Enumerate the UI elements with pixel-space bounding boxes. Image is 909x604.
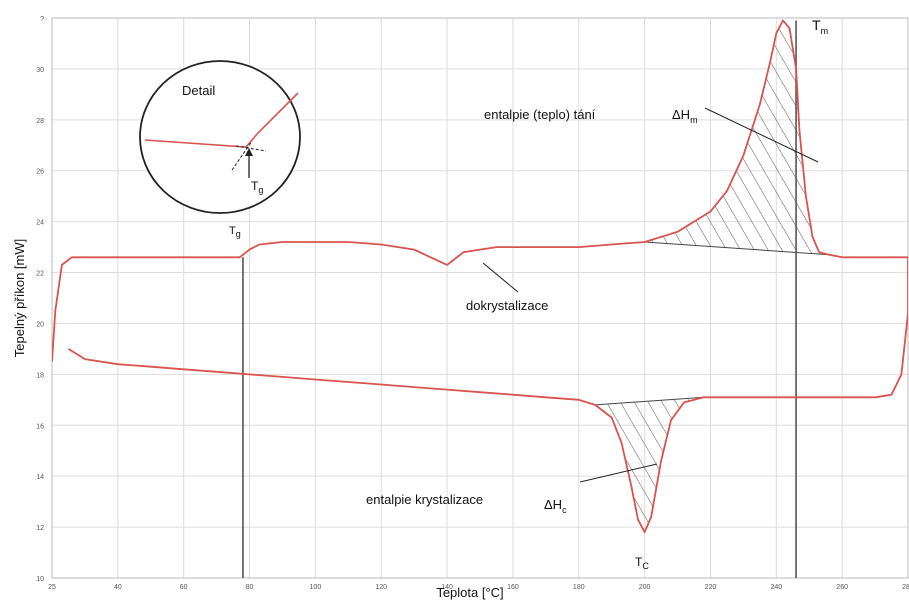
tm-annotation: Tm (812, 17, 828, 36)
tg-annotation: Tg (229, 225, 241, 239)
detail-tg-label: Tg (251, 179, 263, 195)
x-tick-label: 60 (180, 584, 188, 591)
enthalpy-hatched-areas (595, 20, 830, 532)
tc-annotation: TC (635, 555, 649, 571)
y-tick-label: 14 (36, 474, 44, 481)
melting-enthalpy-label: entalpie (teplo) tání (484, 107, 596, 122)
dsc-curves (52, 19, 908, 534)
x-tick-label: 120 (375, 584, 387, 591)
y-tick-label: 10 (36, 576, 44, 583)
melting-enthalpy-area-baseline (644, 241, 830, 256)
crystallization-enthalpy-symbol: ΔHc (544, 497, 567, 515)
y-tick-label: 16 (36, 423, 44, 430)
transition-marker-lines (242, 20, 797, 578)
heating-curve (52, 19, 908, 362)
x-tick-label: 160 (507, 584, 519, 591)
crystallization-enthalpy-label: entalpie krystalizace (366, 492, 483, 507)
annotation-leaders (482, 107, 819, 483)
detail-tangent-low (231, 140, 253, 171)
melting-enthalpy-area (644, 20, 829, 255)
y-axis-title: Tepelný příkon [mW] (12, 239, 27, 358)
x-tick-label: 260 (836, 584, 848, 591)
crystallization-enthalpy-area (595, 397, 704, 532)
detail-title: Detail (182, 83, 215, 98)
melting-enthalpy-symbol: ΔHm (672, 107, 698, 125)
y-tick-label: 22 (36, 271, 44, 278)
y-tick-label: 26 (36, 169, 44, 176)
x-tick-label: 100 (310, 584, 322, 591)
y-tick-label: ? (40, 16, 44, 23)
x-axis-title: Teplota [°C] (436, 585, 503, 600)
y-tick-labels: 10 12 14 16 18 20 22 24 26 28 30? (36, 16, 44, 583)
x-tick-label: 240 (770, 584, 782, 591)
detail-tangent-high (235, 145, 267, 152)
detail-tg-arrowhead (245, 148, 253, 156)
x-tick-label: 140 (441, 584, 453, 591)
x-tick-labels: 25 40 60 80 100 120 140 160 180 200 220 240 260 280 (48, 584, 909, 591)
y-tick-label: 18 (36, 372, 44, 379)
detail-inset: Detail Tg (139, 60, 301, 214)
x-tick-label: 180 (573, 584, 585, 591)
x-tick-label: 280 (902, 584, 909, 591)
cooling-curve (68, 313, 908, 534)
y-tick-label: 24 (36, 220, 44, 227)
y-tick-label: 30 (36, 67, 44, 74)
x-tick-label: 220 (705, 584, 717, 591)
y-tick-label: 28 (36, 118, 44, 125)
x-tick-label: 40 (114, 584, 122, 591)
detail-curve (144, 92, 299, 148)
y-tick-label: 12 (36, 525, 44, 532)
x-tick-label: 200 (639, 584, 651, 591)
cold-crystallization-label: dokrystalizace (466, 298, 548, 313)
y-tick-label: 20 (36, 321, 44, 328)
crystallization-enthalpy-area-baseline (595, 396, 704, 406)
detail-circle (139, 60, 301, 214)
x-tick-label: 25 (48, 584, 56, 591)
x-tick-label: 80 (246, 584, 254, 591)
